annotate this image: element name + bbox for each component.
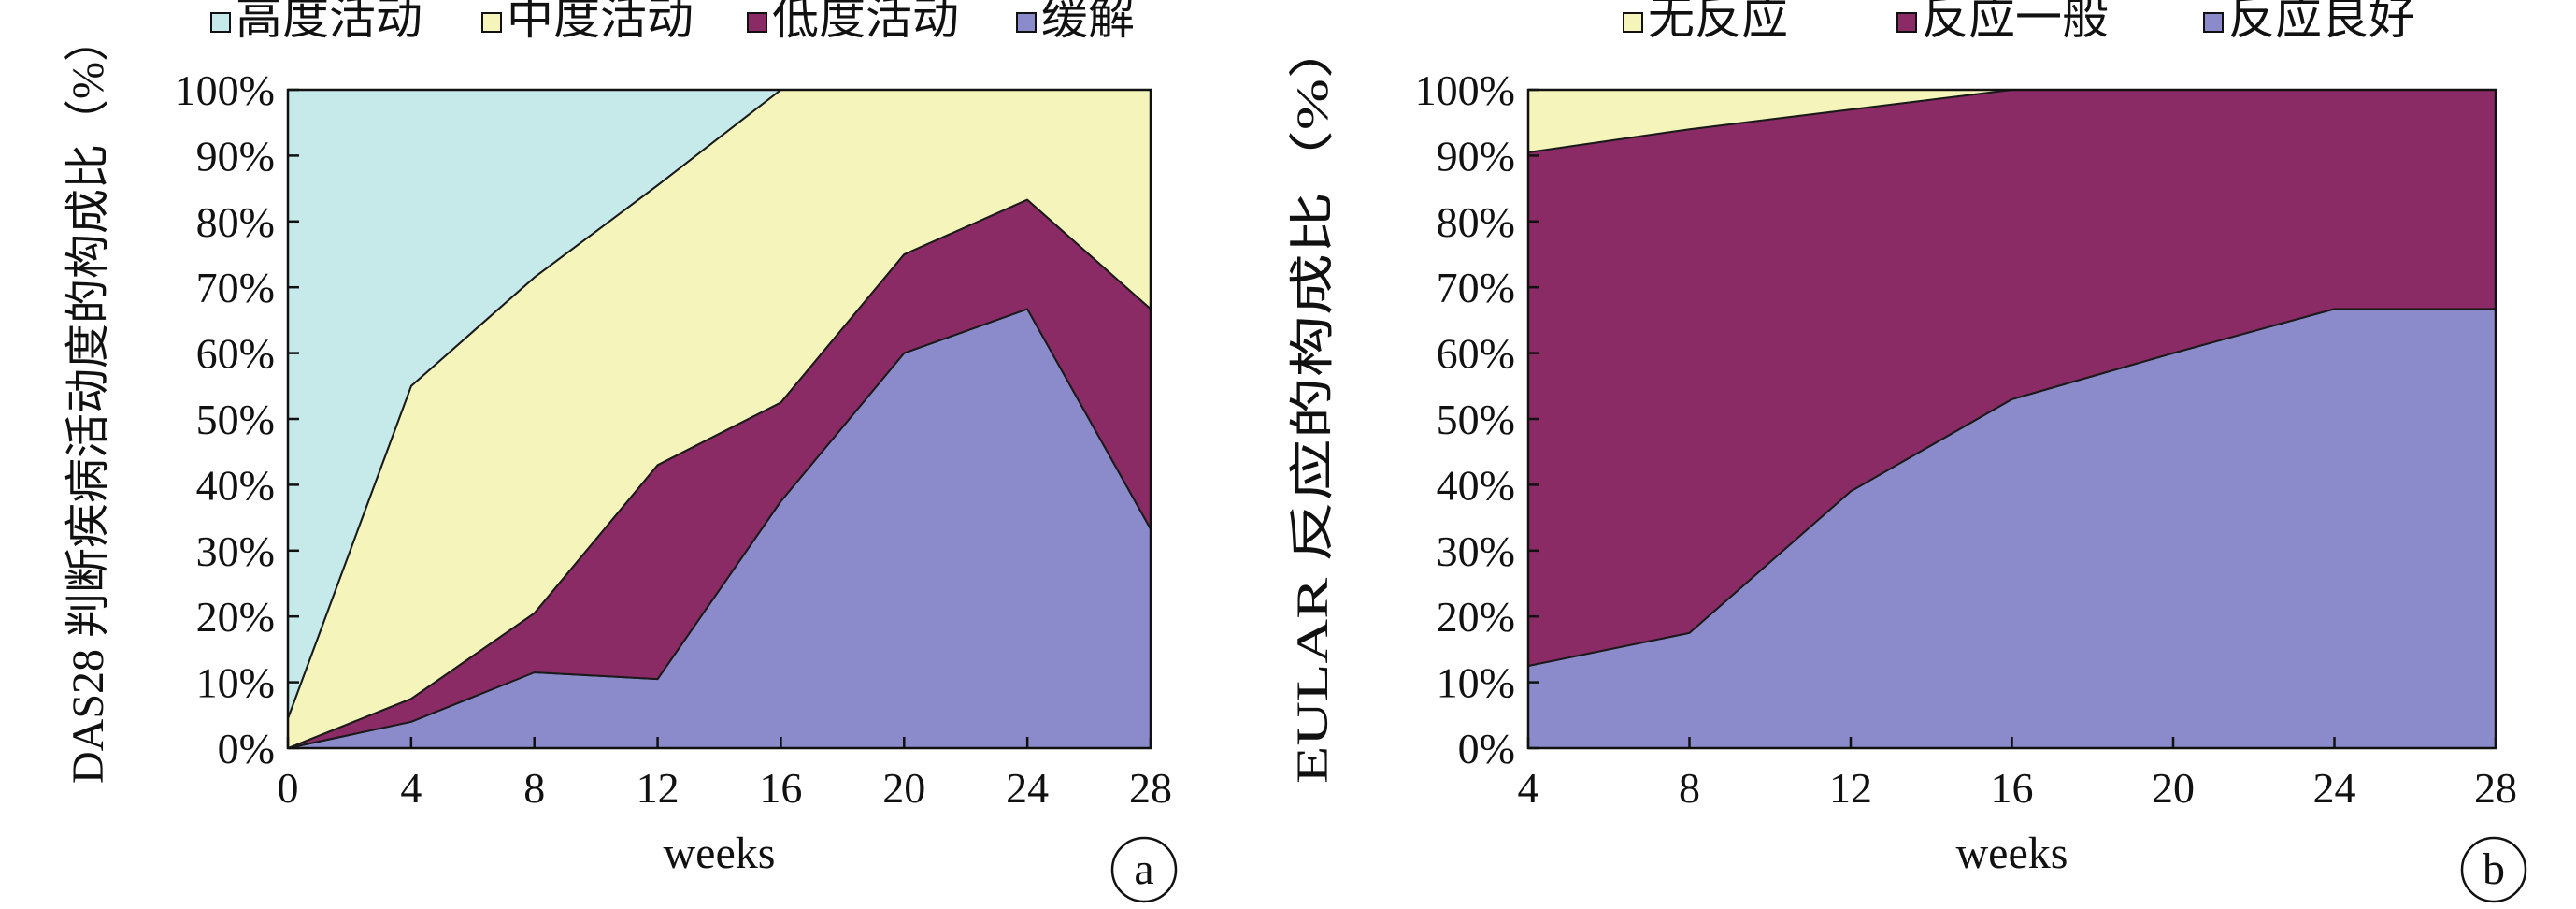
y-tick-label: 70% [1437, 264, 1515, 311]
y-tick-label: 50% [196, 396, 275, 443]
x-tick-label: 28 [2474, 764, 2517, 812]
legend-swatch [1623, 12, 1643, 33]
x-tick-label: 0 [278, 764, 299, 812]
y-tick-label: 70% [196, 264, 275, 311]
x-tick-label: 16 [1991, 764, 2034, 812]
y-tick-label: 0% [218, 725, 275, 772]
y-tick-label: 10% [1437, 659, 1515, 707]
panel-label: a [1134, 844, 1153, 894]
x-tick-label: 24 [1006, 764, 1049, 812]
x-tick-label: 20 [882, 764, 925, 812]
y-tick-label: 80% [1437, 198, 1515, 246]
y-tick-label: 30% [196, 527, 275, 575]
x-tick-label: 20 [2152, 764, 2195, 812]
y-axis-label: DAS28 判断疾病活动度的构成比（%） [64, 17, 113, 784]
x-tick-label: 24 [2313, 764, 2356, 812]
panel-b-eular-chart: 0% 10% 20% 30% 40% 50% 60% 70% 80% 90% 100% 4 8 12 16 2… [1288, 0, 2527, 903]
legend-swatch [1016, 12, 1037, 33]
y-tick-label: 50% [1437, 396, 1515, 443]
x-axis-label: weeks [1956, 829, 2068, 878]
legend-entry: 中度活动 [507, 0, 694, 44]
y-tick-label: 90% [1437, 132, 1515, 180]
y-tick-label: 100% [1415, 66, 1515, 114]
x-tick-label: 28 [1129, 764, 1172, 812]
y-tick-label: 0% [1458, 725, 1515, 772]
legend-swatch [2203, 12, 2224, 33]
y-tick-label: 80% [196, 198, 275, 246]
legend-swatch [481, 12, 502, 33]
x-axis-label: weeks [664, 829, 776, 878]
x-tick-label: 4 [400, 764, 422, 812]
y-tick-label: 60% [196, 330, 275, 378]
y-tick-label: 20% [196, 593, 275, 641]
legend-entry: 低度活动 [772, 0, 959, 44]
y-tick-label: 20% [1437, 593, 1515, 641]
x-tick-label: 4 [1518, 764, 1539, 812]
y-tick-label: 100% [175, 66, 275, 114]
legend-entry: 反应一般 [1922, 0, 2109, 44]
legend-entry: 高度活动 [236, 0, 422, 44]
y-tick-label: 90% [196, 132, 275, 180]
panel-a-das28-chart: 0% 10% 20% 30% 40% 50% 60% 70% 80% 90% 100% 0 4 8 12 16… [64, 0, 1178, 903]
legend-swatch [210, 12, 231, 33]
panel-label-circle [1110, 836, 1178, 903]
y-tick-label: 60% [1437, 330, 1515, 378]
y-tick-label: 30% [1437, 527, 1515, 575]
panel-label-circle [2460, 836, 2527, 903]
y-tick-label: 40% [196, 461, 275, 509]
x-tick-label: 8 [523, 764, 545, 812]
x-tick-label: 8 [1679, 764, 1700, 812]
y-axis-label: EULAR 反应的构成比（%） [1288, 17, 1338, 784]
legend-swatch [1896, 12, 1917, 33]
x-tick-label: 12 [1829, 764, 1872, 812]
x-tick-label: 12 [637, 764, 680, 812]
legend-entry: 无反应 [1648, 0, 1788, 44]
x-tick-label: 16 [759, 764, 802, 812]
legend-entry: 反应良好 [2228, 0, 2415, 44]
legend-entry: 缓解 [1041, 0, 1135, 44]
legend-swatch [747, 12, 767, 33]
y-tick-label: 40% [1437, 461, 1515, 509]
panel-label: b [2483, 844, 2505, 894]
y-tick-label: 10% [196, 659, 275, 707]
